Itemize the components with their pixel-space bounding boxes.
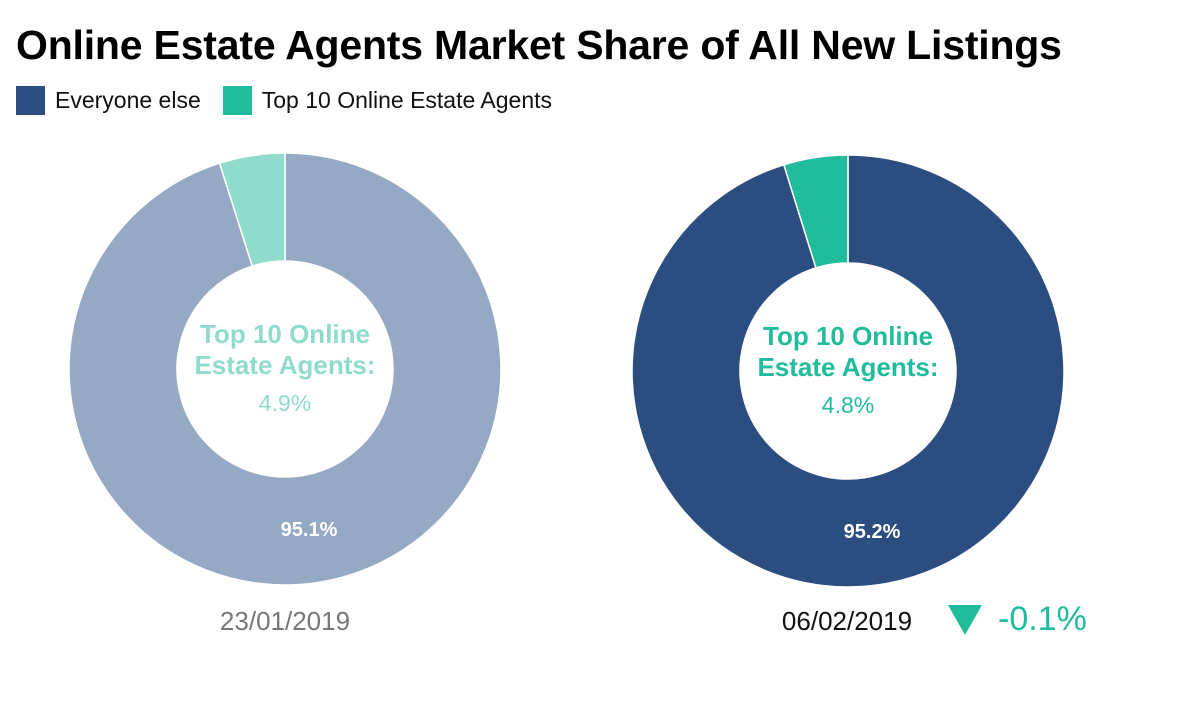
donut-slice xyxy=(218,152,286,268)
center-label: Estate Agents: xyxy=(757,352,938,382)
legend: Everyone else Top 10 Online Estate Agent… xyxy=(16,86,574,115)
legend-item-everyone-else[interactable]: Everyone else xyxy=(16,86,201,115)
center-label: Top 10 Online xyxy=(200,319,370,349)
legend-swatch xyxy=(222,86,252,115)
center-label: Estate Agents: xyxy=(194,350,375,380)
legend-label: Everyone else xyxy=(55,87,201,113)
slice-label: 95.1% xyxy=(281,519,338,541)
donut-slice xyxy=(631,154,1065,588)
change-value: -0.1% xyxy=(998,600,1087,638)
center-label: Top 10 Online xyxy=(763,321,933,351)
date-label: 06/02/2019 xyxy=(782,606,912,636)
donut-slice xyxy=(782,154,849,269)
slice-label: 95.2% xyxy=(844,521,901,543)
legend-swatch xyxy=(16,86,45,115)
center-value: 4.8% xyxy=(822,392,874,418)
change-indicator: -0.1% xyxy=(948,600,1087,639)
date-label: 23/01/2019 xyxy=(220,606,350,636)
legend-item-top10[interactable]: Top 10 Online Estate Agents xyxy=(222,86,553,115)
triangle-down-icon xyxy=(948,604,982,635)
center-value: 4.9% xyxy=(259,390,311,416)
legend-label: Top 10 Online Estate Agents xyxy=(261,87,553,113)
donut-slice xyxy=(68,152,502,586)
chart-title: Online Estate Agents Market Share of All… xyxy=(16,22,1062,68)
